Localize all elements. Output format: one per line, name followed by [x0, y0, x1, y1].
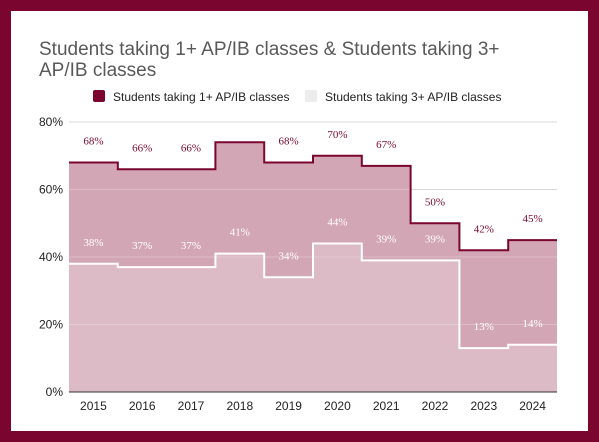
x-tick-label: 2019 — [275, 399, 302, 413]
x-tick-label: 2023 — [470, 399, 497, 413]
series-2-line — [69, 242, 557, 350]
series-2-data-label: 41% — [230, 227, 250, 239]
x-tick-label: 2020 — [324, 399, 351, 413]
series-1-data-label: 66% — [181, 142, 201, 154]
series-1-data-label: 70% — [327, 129, 347, 141]
x-tick-label: 2016 — [129, 399, 156, 413]
y-tick-label: 40% — [39, 250, 63, 264]
legend-swatch-series-2 — [305, 90, 317, 102]
x-tick-label: 2024 — [519, 399, 546, 413]
series-2-data-label: 38% — [83, 237, 103, 249]
x-tick-label: 2022 — [422, 399, 449, 413]
chart-title-line-1: Students taking 1+ AP/IB classes & Stude… — [39, 39, 500, 60]
chart-title-line-2: AP/IB classes — [39, 60, 156, 81]
legend-swatch-series-1 — [93, 90, 105, 102]
series-2-data-label: 37% — [132, 240, 152, 252]
x-tick-label: 2021 — [373, 399, 400, 413]
legend-label-series-2: Students taking 3+ AP/IB classes — [325, 90, 501, 104]
y-tick-label: 60% — [39, 183, 63, 197]
y-tick-label: 0% — [46, 385, 64, 399]
series-1-data-label: 68% — [279, 136, 299, 148]
series-2-data-label: 14% — [523, 318, 543, 330]
series-1-data-label: 45% — [523, 213, 543, 225]
series-1-data-label: 67% — [376, 139, 396, 151]
series-1-data-label: 42% — [474, 223, 494, 235]
legend-label-series-1: Students taking 1+ AP/IB classes — [113, 90, 289, 104]
series-1-data-label: 50% — [425, 196, 445, 208]
series-2-data-label: 44% — [327, 217, 347, 229]
plot-area: 0% 20% 40% 60% 80% 68% 66% 66% 68% 70% 67% 50% 42% 45… — [39, 115, 557, 413]
y-tick-label: 20% — [39, 318, 63, 332]
x-tick-label: 2018 — [226, 399, 253, 413]
series-1-line — [69, 141, 557, 252]
series-2-data-label: 13% — [474, 321, 494, 333]
series-1-data-label: 68% — [83, 136, 103, 148]
y-tick-label: 80% — [39, 115, 63, 129]
chart-frame: Students taking 1+ AP/IB classes & Stude… — [11, 11, 588, 431]
series-1-data-label: 66% — [132, 142, 152, 154]
series-2-data-label: 39% — [376, 233, 396, 245]
x-tick-label: 2017 — [178, 399, 205, 413]
x-tick-label: 2015 — [80, 399, 107, 413]
series-2-area — [69, 243, 557, 392]
series-2-data-label: 34% — [279, 250, 299, 262]
series-2-data-label: 37% — [181, 240, 201, 252]
chart: Students taking 1+ AP/IB classes & Stude… — [39, 39, 557, 413]
legend: Students taking 1+ AP/IB classes Student… — [93, 90, 501, 104]
series-2-data-label: 39% — [425, 233, 445, 245]
